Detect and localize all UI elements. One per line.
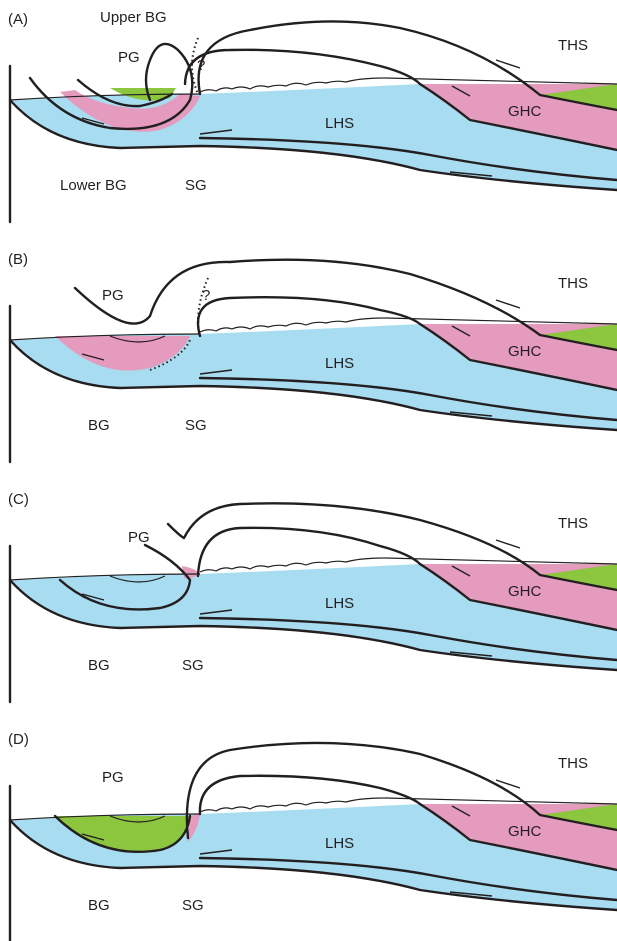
- label-ths: THS: [558, 275, 588, 292]
- panel-letter: (B): [8, 251, 28, 268]
- label-pg: PG: [102, 287, 124, 304]
- panel-a: (A) Upper BG PG ? THS LHS GHC Lower BG S…: [8, 9, 617, 224]
- sg-unit: [188, 814, 200, 842]
- label-sg: SG: [182, 657, 204, 674]
- lower-thrust-line: [198, 774, 422, 816]
- label-ths: THS: [558, 37, 588, 54]
- lower-thrust-line: [183, 48, 422, 86]
- upper-thrust-line: [73, 258, 542, 337]
- label-lhs: LHS: [325, 115, 354, 132]
- upper-thrust-line: [166, 502, 542, 577]
- sg-fold-line: [28, 42, 194, 131]
- bg-unit: [55, 816, 190, 852]
- label-bg: BG: [88, 657, 110, 674]
- label-question: ?: [197, 57, 205, 74]
- bg-fold-line: [58, 543, 192, 611]
- lower-thrust-line: [196, 296, 422, 338]
- panel-b: (B) PG ? THS LHS GHC BG SG: [8, 251, 617, 464]
- label-upper-bg: Upper BG: [100, 9, 167, 26]
- label-bg: BG: [88, 417, 110, 434]
- label-ths: THS: [558, 755, 588, 772]
- lower-thrust-line: [196, 526, 422, 578]
- label-lhs: LHS: [325, 355, 354, 372]
- panel-letter: (C): [8, 491, 29, 508]
- label-pg: PG: [128, 529, 150, 546]
- label-bg: BG: [88, 897, 110, 914]
- inferred-boundary: [191, 37, 199, 95]
- label-ghc: GHC: [508, 583, 542, 600]
- upper-thrust-line: [185, 741, 542, 840]
- bg-unit: [55, 336, 190, 371]
- inferred-boundary: [197, 277, 209, 337]
- label-ths: THS: [558, 515, 588, 532]
- label-pg: PG: [118, 49, 140, 66]
- label-sg: SG: [185, 417, 207, 434]
- panel-letter: (A): [8, 11, 28, 28]
- panel-letter: (D): [8, 731, 29, 748]
- label-sg: SG: [182, 897, 204, 914]
- label-lower-bg: Lower BG: [60, 177, 127, 194]
- label-question: ?: [202, 287, 210, 304]
- upper-thrust-line: [197, 20, 542, 97]
- label-sg: SG: [185, 177, 207, 194]
- label-ghc: GHC: [508, 823, 542, 840]
- label-lhs: LHS: [325, 835, 354, 852]
- panel-d: (D) PG THS LHS GHC BG SG: [8, 731, 617, 941]
- panel-c: (C) PG THS LHS GHC BG SG: [8, 491, 617, 704]
- label-ghc: GHC: [508, 343, 542, 360]
- label-pg: PG: [102, 769, 124, 786]
- label-lhs: LHS: [325, 595, 354, 612]
- label-ghc: GHC: [508, 103, 542, 120]
